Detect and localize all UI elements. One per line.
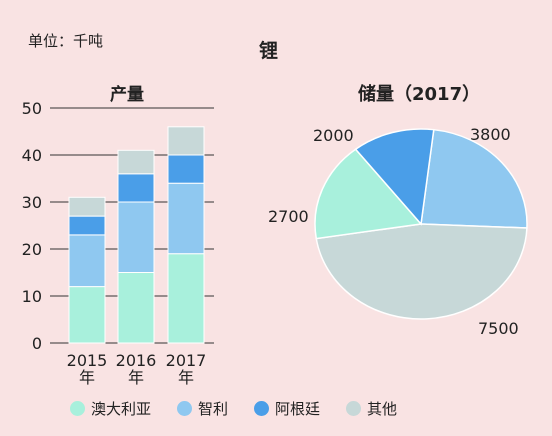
x-tick-label-suffix: 年: [178, 368, 194, 387]
legend-swatch: [177, 401, 193, 416]
bar-segment: [68, 196, 106, 217]
x-tick-label-suffix: 年: [128, 368, 144, 387]
bar-segment: [68, 234, 106, 288]
legend-label: 智利: [198, 400, 229, 418]
x-tick-label: 2015: [67, 351, 108, 370]
pie-chart-title: 储量（2017）: [358, 84, 481, 105]
legend-label: 阿根廷: [275, 400, 321, 418]
bar-segment: [117, 201, 155, 273]
bar-segment: [68, 215, 106, 236]
legend-item: 智利: [177, 398, 228, 419]
y-tick-label: 10: [22, 287, 42, 306]
legend-swatch: [254, 401, 270, 416]
y-tick-label: 40: [22, 146, 42, 165]
legend: 澳大利亚 智利 阿根廷 其他: [70, 398, 423, 419]
y-tick-label: 50: [22, 99, 42, 118]
legend-item: 澳大利亚: [70, 398, 151, 419]
pie-slice: [354, 128, 435, 226]
bar-segment: [167, 182, 205, 255]
bar-chart-title: 产量: [110, 85, 144, 105]
bar-segment: [167, 126, 205, 156]
bar-segment: [167, 154, 205, 184]
y-tick-label: 20: [22, 240, 42, 259]
legend-swatch: [70, 401, 85, 416]
bar-segment: [68, 286, 106, 344]
pie-value-label: 3800: [470, 125, 511, 144]
main-title: 锂: [259, 40, 279, 62]
x-tick-label: 2016: [116, 351, 157, 370]
pie-slice: [420, 128, 528, 229]
pie-value-label: 7500: [478, 319, 519, 338]
bar-segment: [167, 253, 205, 344]
pie-value-label: 2700: [268, 207, 309, 226]
x-tick-label: 2017: [166, 351, 207, 370]
pie-slice: [315, 223, 528, 320]
legend-item: 其他: [346, 398, 397, 419]
bar-segment: [117, 173, 155, 203]
legend-label: 其他: [367, 400, 398, 418]
bar-segment: [117, 149, 155, 175]
unit-label: 单位：千吨: [28, 32, 104, 50]
legend-swatch: [346, 401, 362, 416]
y-tick-label: 30: [22, 193, 42, 212]
x-tick-label-suffix: 年: [79, 368, 95, 387]
legend-label: 澳大利亚: [91, 400, 152, 418]
pie-slice: [314, 148, 423, 240]
pie-value-label: 2000: [313, 126, 354, 145]
legend-item: 阿根廷: [254, 398, 320, 419]
bar-segment: [117, 272, 155, 344]
y-tick-label: 0: [32, 334, 42, 353]
